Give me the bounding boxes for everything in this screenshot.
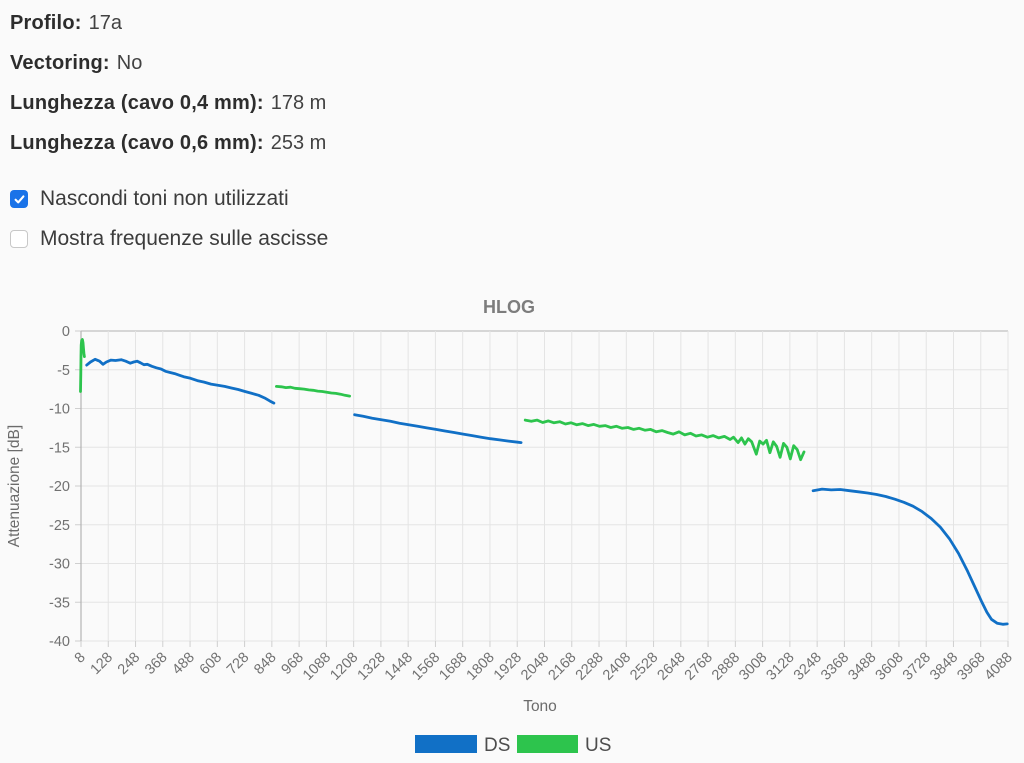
- x-tick-label: 3368: [818, 650, 852, 684]
- x-tick-label: 2888: [709, 650, 743, 684]
- series-ds-line: [85, 357, 276, 405]
- x-tick-label: 2288: [573, 650, 607, 684]
- x-tick-label: 2528: [627, 650, 661, 684]
- chart-grid: [75, 330, 1009, 647]
- x-tick-label: 1688: [436, 650, 470, 684]
- y-tick-label: -35: [49, 595, 70, 611]
- info-value-profilo: 17a: [88, 12, 122, 34]
- x-tick-label: 488: [169, 650, 197, 678]
- x-tick-label: 608: [197, 650, 225, 678]
- y-axis-title: Attenuazione [dB]: [6, 425, 23, 547]
- info-value-lunghezza-04: 178 m: [270, 92, 327, 114]
- x-tick-label: 4088: [982, 650, 1016, 684]
- x-tick-label: 1448: [382, 650, 416, 684]
- x-tick-label: 1208: [327, 650, 361, 684]
- x-tick-label: 3728: [900, 650, 934, 684]
- y-tick-label: -10: [49, 402, 70, 418]
- x-tick-label: 128: [88, 650, 116, 678]
- legend-label-us[interactable]: US: [585, 735, 611, 756]
- series-us-line: [79, 338, 86, 393]
- info-value-vectoring: No: [116, 52, 143, 74]
- x-tick-label: 1928: [491, 650, 525, 684]
- x-tick-label: 2408: [600, 650, 634, 684]
- x-axis-title: Tono: [523, 698, 557, 715]
- checkbox-unchecked[interactable]: [10, 230, 28, 248]
- y-tick-label: -25: [49, 518, 70, 534]
- checkbox-checked[interactable]: [10, 190, 28, 208]
- legend-swatch-us[interactable]: [517, 735, 578, 753]
- y-tick-label: -15: [49, 440, 70, 456]
- x-tick-label: 2768: [682, 650, 716, 684]
- info-label-lunghezza-06: Lunghezza (cavo 0,6 mm):: [10, 132, 264, 154]
- hlog-chart-svg: HLOG 0-5-10-15-20-25-30-35-4081282483684…: [6, 297, 1016, 756]
- info-row-profilo: Profilo: 17a: [10, 3, 1024, 43]
- info-row-lunghezza-06: Lunghezza (cavo 0,6 mm): 253 m: [10, 123, 1024, 163]
- option-mostra-frequenze[interactable]: Mostra frequenze sulle ascisse: [10, 219, 1024, 259]
- info-label-vectoring: Vectoring:: [10, 52, 110, 74]
- chart-legend: DS US: [415, 735, 611, 756]
- y-tick-label: -20: [49, 479, 70, 495]
- option-label-mostra-frequenze: Mostra frequenze sulle ascisse: [40, 227, 329, 250]
- x-tick-label: 728: [224, 650, 252, 678]
- option-label-nascondi-toni: Nascondi toni non utilizzati: [40, 187, 289, 210]
- x-tick-label: 1088: [300, 650, 334, 684]
- series-us-line: [523, 418, 806, 462]
- info-label-profilo: Profilo:: [10, 12, 82, 34]
- x-tick-label: 3488: [845, 650, 879, 684]
- legend-label-ds[interactable]: DS: [484, 735, 510, 756]
- x-tick-label: 3008: [736, 650, 770, 684]
- x-tick-label: 1808: [464, 650, 498, 684]
- info-panel: Profilo: 17a Vectoring: No Lunghezza (cavo…: [0, 0, 1024, 163]
- x-tick-label: 848: [251, 650, 279, 678]
- chart-title: HLOG: [483, 297, 535, 317]
- x-tick-label: 3848: [927, 650, 961, 684]
- series-ds-line: [353, 413, 523, 445]
- y-tick-label: -40: [49, 634, 70, 650]
- y-tick-label: -5: [57, 363, 70, 379]
- info-row-lunghezza-04: Lunghezza (cavo 0,4 mm): 178 m: [10, 83, 1024, 123]
- x-tick-label: 368: [142, 650, 170, 678]
- series-ds-line: [811, 487, 1009, 626]
- x-tick-label: 1328: [355, 650, 389, 684]
- x-tick-label: 2048: [518, 650, 552, 684]
- x-tick-label: 3608: [873, 650, 907, 684]
- info-label-lunghezza-04: Lunghezza (cavo 0,4 mm):: [10, 92, 264, 114]
- legend-swatch-ds[interactable]: [415, 735, 477, 753]
- y-tick-label: 0: [62, 324, 70, 340]
- x-tick-label: 1568: [409, 650, 443, 684]
- chart-series: [79, 338, 1009, 626]
- hlog-chart: HLOG 0 -5 -10 -15 -20 -25 -30 -35 -40 8 128 248 368 4…: [0, 286, 1024, 763]
- x-tick-label: 3248: [791, 650, 825, 684]
- x-tick-label: 3968: [954, 650, 988, 684]
- x-tick-label: 2648: [655, 650, 689, 684]
- y-tick-label: -30: [49, 557, 70, 573]
- chart-axis-labels: 0 -5 -10 -15 -20 -25 -30 -35 -408128248368488608…: [49, 324, 1016, 684]
- checkmark-icon: [14, 194, 24, 203]
- info-value-lunghezza-06: 253 m: [270, 132, 327, 154]
- x-tick-label: 3128: [764, 650, 798, 684]
- option-nascondi-toni[interactable]: Nascondi toni non utilizzati: [10, 179, 1024, 219]
- series-us-line: [274, 385, 352, 398]
- x-tick-label: 2168: [545, 650, 579, 684]
- options-panel: Nascondi toni non utilizzati Mostra freq…: [10, 179, 1024, 259]
- x-tick-label: 248: [115, 650, 143, 678]
- x-tick-label: 8: [72, 650, 89, 667]
- info-row-vectoring: Vectoring: No: [10, 43, 1024, 83]
